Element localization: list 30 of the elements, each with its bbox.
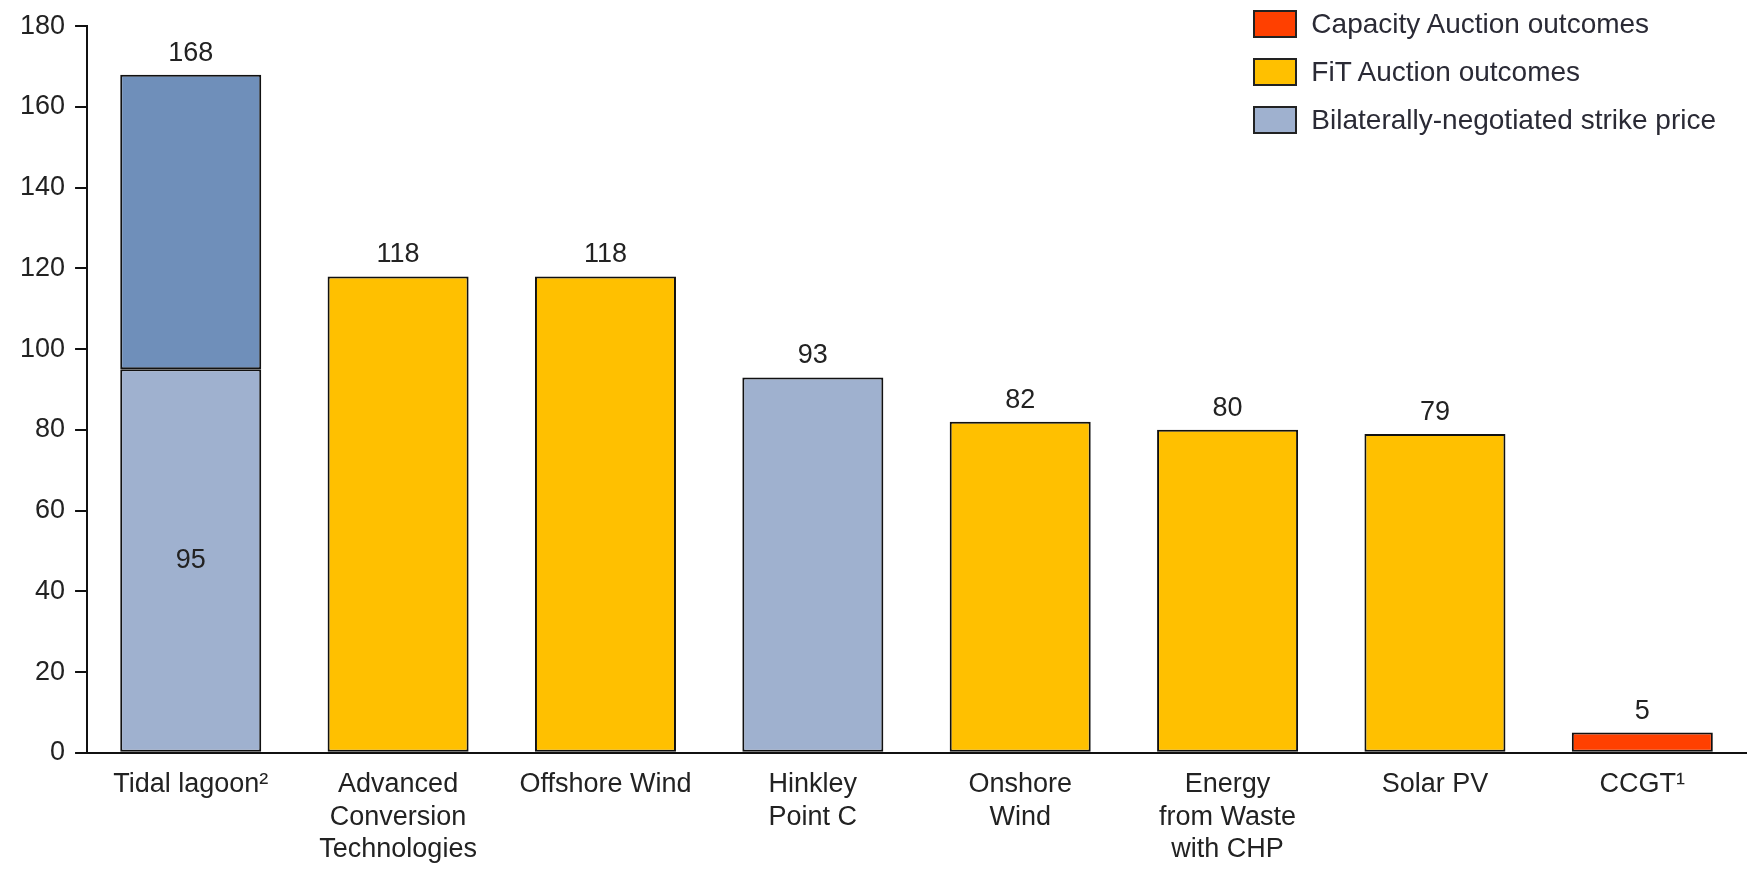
data-label: 79 — [1419, 395, 1450, 426]
data-label: 95 — [175, 544, 206, 575]
legend-label: Bilaterally-negotiated strike price — [1311, 104, 1716, 136]
y-tick-label: 180 — [19, 9, 66, 40]
x-tick-label: Solar PV — [1381, 768, 1489, 799]
total-label: 168 — [168, 36, 214, 67]
x-tick-label: Energy from Waste with CHP — [1159, 768, 1297, 864]
x-tick-label: Tidal lagoon² — [113, 768, 269, 799]
y-tick-label: 120 — [19, 251, 66, 282]
y-tick-label: 20 — [35, 655, 66, 686]
data-label: 118 — [376, 238, 420, 269]
data-label: 82 — [1005, 383, 1036, 414]
data-label: 80 — [1212, 391, 1243, 422]
x-tick-label: Hinkley Point C — [768, 768, 858, 831]
data-label: 5 — [1634, 694, 1650, 725]
y-tick-label: 100 — [19, 332, 66, 363]
x-tick-label: CCGT¹ — [1599, 768, 1686, 799]
legend-label: Capacity Auction outcomes — [1311, 8, 1650, 40]
x-tick-label: Onshore Wind — [968, 768, 1072, 831]
legend-label: FiT Auction outcomes — [1311, 56, 1581, 88]
y-tick-label: 160 — [19, 90, 66, 121]
x-tick-label: Offshore Wind — [519, 768, 692, 799]
data-label: 118 — [583, 238, 627, 269]
y-tick-label: 80 — [35, 413, 66, 444]
y-tick-label: 0 — [50, 736, 66, 767]
y-tick-label: 140 — [19, 171, 66, 202]
x-tick-label: Advanced Conversion Technologies — [319, 768, 477, 864]
y-tick-label: 40 — [35, 574, 66, 605]
y-tick-label: 60 — [35, 494, 66, 525]
data-label: 93 — [797, 339, 828, 370]
